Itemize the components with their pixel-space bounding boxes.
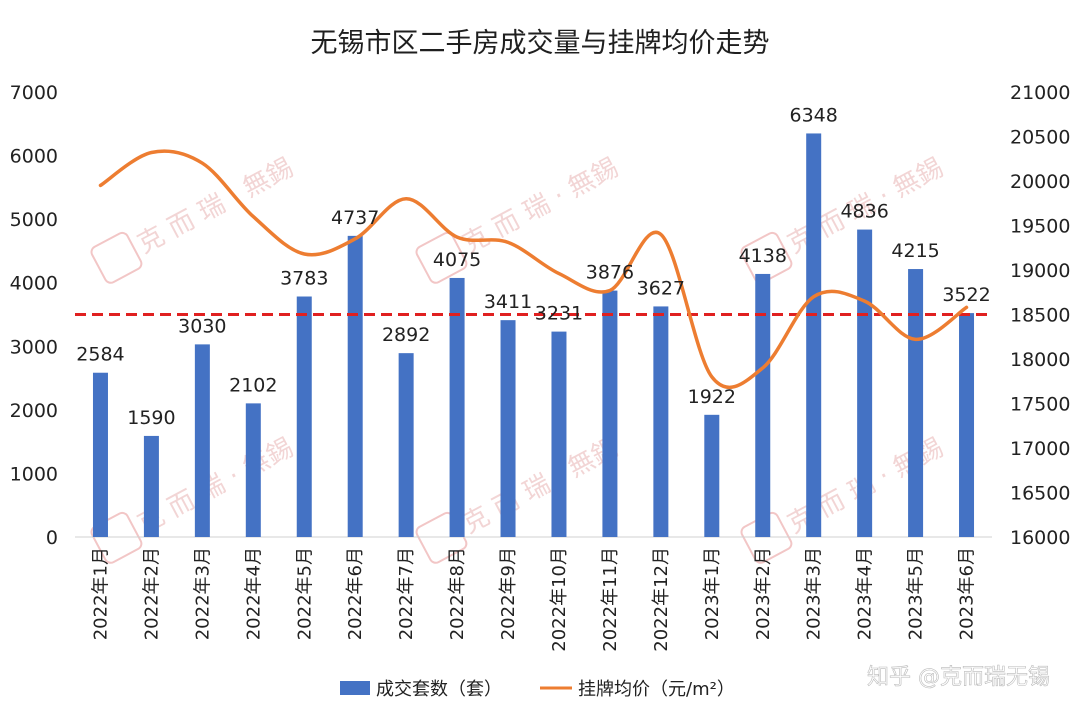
right-y-tick-label: 16000 bbox=[1010, 527, 1070, 549]
bar-data-label: 4836 bbox=[840, 201, 888, 223]
right-y-tick-label: 19500 bbox=[1010, 216, 1070, 238]
bar-data-label: 1922 bbox=[688, 386, 736, 408]
bar-data-label: 2584 bbox=[76, 344, 124, 366]
x-tick-label: 2023年4月 bbox=[855, 547, 876, 640]
right-y-tick-label: 18500 bbox=[1010, 305, 1070, 327]
bar-data-label: 3411 bbox=[484, 291, 532, 313]
bar-data-label: 1590 bbox=[127, 407, 175, 429]
x-tick-label: 2022年2月 bbox=[141, 547, 162, 640]
bar bbox=[398, 353, 414, 537]
left-y-tick-label: 2000 bbox=[10, 400, 58, 422]
left-y-tick-label: 3000 bbox=[10, 336, 58, 358]
price-line bbox=[98, 149, 969, 390]
bar bbox=[449, 277, 465, 537]
bar bbox=[143, 435, 159, 537]
bar-data-label: 2102 bbox=[229, 374, 277, 396]
bar bbox=[602, 290, 618, 537]
legend-line-label: 挂牌均价（元/m²） bbox=[578, 679, 735, 700]
right-y-tick-label: 17000 bbox=[1010, 438, 1070, 460]
bar-data-label: 4138 bbox=[739, 245, 787, 267]
legend-bar-swatch bbox=[340, 681, 370, 695]
right-y-tick-label: 20500 bbox=[1010, 127, 1070, 149]
bar-data-label: 3522 bbox=[942, 284, 990, 306]
x-tick-label: 2022年1月 bbox=[90, 547, 111, 640]
bar bbox=[92, 372, 108, 537]
chart-title: 无锡市区二手房成交量与挂牌均价走势 bbox=[311, 28, 770, 59]
x-tick-label: 2023年2月 bbox=[753, 547, 774, 640]
bar bbox=[653, 306, 669, 537]
line-series bbox=[98, 149, 969, 390]
source-credit: 知乎 @克而瑞无锡 bbox=[867, 665, 1050, 690]
bar-data-label: 4737 bbox=[331, 207, 379, 229]
bar-data-label: 2892 bbox=[382, 324, 430, 346]
x-axis-ticks: 2022年1月 2022年2月 2022年3月 2022年4月 2022年5月 2022年… bbox=[90, 547, 977, 652]
watermark: 克 而 瑞 · 無錫 bbox=[415, 433, 623, 564]
bar-data-label: 3030 bbox=[178, 315, 226, 337]
x-tick-label: 2023年3月 bbox=[804, 547, 825, 640]
left-y-tick-label: 4000 bbox=[10, 273, 58, 295]
x-tick-label: 2022年7月 bbox=[396, 547, 417, 640]
left-y-tick-label: 7000 bbox=[10, 82, 58, 104]
legend: 成交套数（套） 挂牌均价（元/m²） bbox=[340, 679, 735, 700]
watermark-text: 克 而 瑞 · 無錫 bbox=[133, 153, 298, 260]
bar-data-label: 3783 bbox=[280, 268, 328, 290]
bar bbox=[704, 414, 720, 537]
left-y-tick-label: 5000 bbox=[10, 209, 58, 231]
right-y-tick-label: 21000 bbox=[1010, 82, 1070, 104]
watermark-seal bbox=[415, 231, 468, 284]
x-tick-label: 2022年8月 bbox=[447, 547, 468, 640]
x-tick-label: 2022年3月 bbox=[192, 547, 213, 640]
bar bbox=[959, 313, 975, 537]
x-tick-label: 2022年10月 bbox=[549, 547, 570, 652]
bar-data-label: 3876 bbox=[586, 262, 634, 284]
watermark-seal bbox=[740, 231, 793, 284]
bar bbox=[194, 344, 210, 537]
x-tick-label: 2023年6月 bbox=[957, 547, 978, 640]
legend-bar-label: 成交套数（套） bbox=[376, 679, 502, 700]
left-y-tick-label: 1000 bbox=[10, 463, 58, 485]
watermark-text: 克 而 瑞 · 無錫 bbox=[458, 433, 623, 540]
bar bbox=[551, 331, 567, 537]
watermark-text: 克 而 瑞 · 無錫 bbox=[458, 153, 623, 260]
right-y-tick-label: 18000 bbox=[1010, 349, 1070, 371]
watermark: 克 而 瑞 · 無錫 bbox=[90, 433, 298, 564]
right-y-tick-label: 17500 bbox=[1010, 394, 1070, 416]
bar bbox=[755, 273, 771, 537]
bar bbox=[500, 320, 516, 537]
x-tick-label: 2022年4月 bbox=[243, 547, 264, 640]
right-y-tick-label: 16500 bbox=[1010, 483, 1070, 505]
right-y-tick-label: 20000 bbox=[1010, 171, 1070, 193]
bar-series bbox=[92, 133, 975, 538]
bar-data-label: 3231 bbox=[535, 303, 583, 325]
x-tick-label: 2023年1月 bbox=[702, 547, 723, 640]
x-tick-label: 2022年5月 bbox=[294, 547, 315, 640]
x-tick-label: 2022年12月 bbox=[651, 547, 672, 652]
bar-data-label: 3627 bbox=[637, 277, 685, 299]
bar bbox=[245, 403, 261, 537]
bar-data-label: 4075 bbox=[433, 249, 481, 271]
right-y-tick-label: 19000 bbox=[1010, 260, 1070, 282]
x-tick-label: 2022年9月 bbox=[498, 547, 519, 640]
bar-data-label: 4215 bbox=[891, 240, 939, 262]
x-tick-label: 2022年6月 bbox=[345, 547, 366, 640]
bar bbox=[857, 229, 873, 537]
bar bbox=[347, 235, 363, 538]
data-labels: 2584 1590 3030 2102 3783 4737 2892 407534113231… bbox=[76, 104, 990, 428]
left-y-tick-label: 6000 bbox=[10, 146, 58, 168]
left-y-tick-label: 0 bbox=[46, 527, 58, 549]
bar-data-label: 6348 bbox=[790, 104, 838, 126]
x-tick-label: 2022年11月 bbox=[600, 547, 621, 652]
left-y-axis: 0 1000 2000 3000 4000 5000 6000 7000 bbox=[10, 82, 58, 549]
bar bbox=[806, 133, 822, 537]
bar bbox=[908, 269, 924, 537]
bar bbox=[296, 296, 312, 537]
right-y-axis: 16000 16500 17000 17500 18000 18500 19000 19500… bbox=[1010, 82, 1070, 549]
x-tick-label: 2023年5月 bbox=[906, 547, 927, 640]
watermark-seal bbox=[90, 231, 143, 284]
